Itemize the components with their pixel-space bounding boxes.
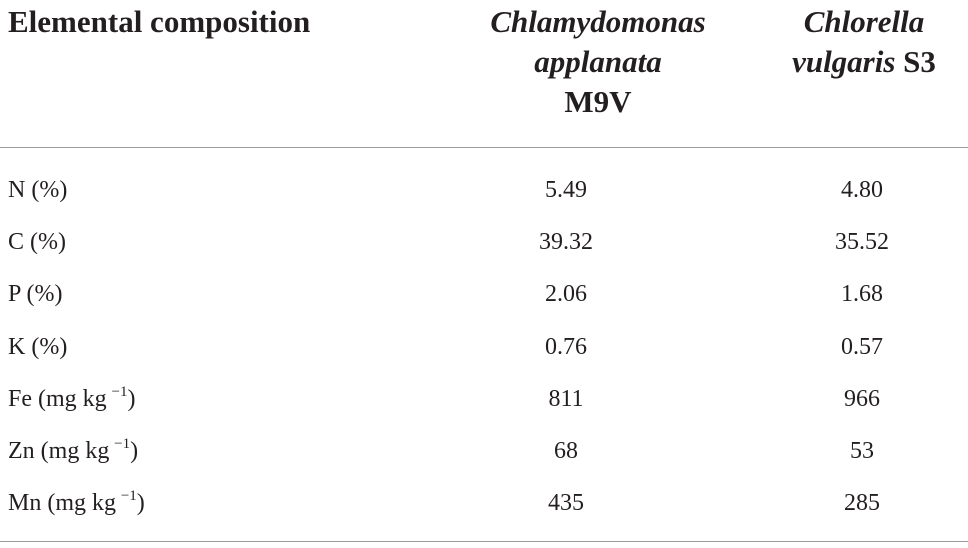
row-label: Fe (mg kg −1) xyxy=(8,384,135,414)
label-text: Zn (mg kg xyxy=(8,438,110,464)
cell-value: 5.49 xyxy=(545,177,587,203)
cell-value: 68 xyxy=(554,438,578,464)
cell-value: 4.80 xyxy=(841,177,883,203)
cell-value: 966 xyxy=(844,385,880,412)
label-text: Fe (mg kg xyxy=(8,385,107,412)
cell-value: 1.68 xyxy=(841,281,883,308)
label-text: C (%) xyxy=(8,229,66,256)
row-label: C (%) xyxy=(8,227,66,257)
superscript: −1 xyxy=(120,488,137,505)
label-text: ) xyxy=(127,385,136,412)
cell-value: 2.06 xyxy=(545,281,587,308)
label-text: N (%) xyxy=(8,177,68,203)
cell-value: 811 xyxy=(548,385,584,412)
column-header: Chlorella vulgaris S3 xyxy=(780,2,948,82)
strain-name: M9V xyxy=(564,84,632,119)
column-header: Chlamydomonas applanata M9V xyxy=(458,2,738,122)
row-label: N (%) xyxy=(8,175,67,205)
species-name: Chlorella vulgaris xyxy=(792,4,925,79)
cell-value: 435 xyxy=(548,490,584,517)
species-name: Chlamydomonas applanata xyxy=(490,4,706,79)
cell-value: 39.32 xyxy=(539,229,593,256)
row-label: K (%) xyxy=(8,332,67,362)
bottom-rule xyxy=(0,541,968,542)
cell-value: 53 xyxy=(850,438,874,464)
label-text: K (%) xyxy=(8,333,68,360)
cell-value: 285 xyxy=(844,490,880,517)
strain-name: S3 xyxy=(903,44,936,79)
column-header: Elemental composition xyxy=(8,4,311,39)
superscript: −1 xyxy=(114,436,131,452)
label-text: P (%) xyxy=(8,281,63,308)
cell-value: 35.52 xyxy=(835,229,889,256)
row-label: Mn (mg kg −1) xyxy=(8,488,145,518)
cell-value: 0.76 xyxy=(545,333,587,360)
label-text: Mn (mg kg xyxy=(8,490,116,517)
cell-value: 0.57 xyxy=(841,333,883,360)
label-text: ) xyxy=(136,490,145,517)
row-label: P (%) xyxy=(8,279,62,309)
row-label: Zn (mg kg −1) xyxy=(8,436,138,466)
superscript: −1 xyxy=(111,383,128,400)
label-text: ) xyxy=(130,438,139,464)
header-rule xyxy=(0,147,968,148)
